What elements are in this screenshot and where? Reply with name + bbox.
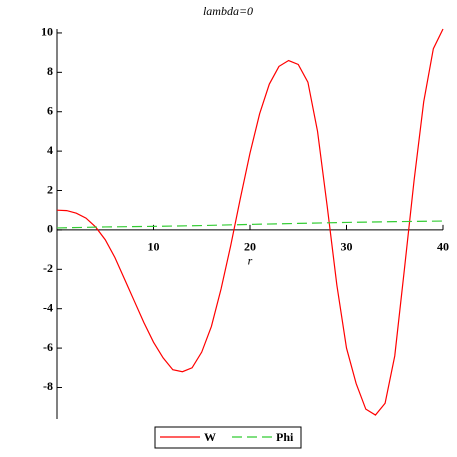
y-tick-label: 0 bbox=[47, 222, 53, 236]
y-tick-label: 8 bbox=[47, 64, 53, 78]
legend-box bbox=[154, 426, 302, 449]
legend-label: Phi bbox=[276, 430, 294, 444]
y-tick-label: -6 bbox=[43, 340, 53, 354]
y-tick-label: -4 bbox=[43, 300, 53, 314]
y-tick-label: -8 bbox=[43, 379, 53, 393]
y-tick-label: 6 bbox=[47, 103, 53, 117]
y-tick-label: 10 bbox=[41, 25, 53, 39]
x-tick-label: 10 bbox=[148, 240, 160, 254]
x-tick-label: 40 bbox=[437, 240, 449, 254]
series-line bbox=[56, 28, 444, 416]
x-axis-label: r bbox=[248, 254, 253, 268]
chart-title: lambda=0 bbox=[203, 4, 253, 18]
y-tick-label: 4 bbox=[47, 143, 53, 157]
y-tick-label: -2 bbox=[43, 261, 53, 275]
legend-label: W bbox=[204, 430, 216, 444]
x-tick-label: 30 bbox=[341, 240, 353, 254]
series-line bbox=[56, 220, 444, 229]
y-tick-label: 2 bbox=[47, 182, 53, 196]
x-tick-label: 20 bbox=[244, 240, 256, 254]
